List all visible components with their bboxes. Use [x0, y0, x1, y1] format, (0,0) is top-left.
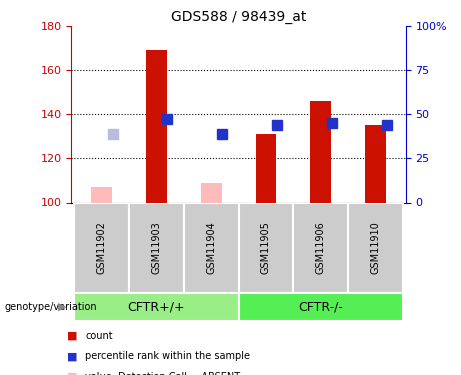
Text: ■: ■: [67, 372, 77, 375]
Bar: [129, 202, 184, 292]
Bar: [310, 101, 331, 202]
Text: GSM11903: GSM11903: [151, 221, 161, 274]
Text: ■: ■: [67, 351, 77, 361]
Bar: [146, 51, 167, 202]
Text: count: count: [85, 331, 113, 340]
Text: GSM11906: GSM11906: [316, 221, 326, 274]
Text: genotype/variation: genotype/variation: [5, 302, 97, 312]
Bar: [91, 187, 112, 202]
Bar: [74, 292, 239, 321]
Text: CFTR-/-: CFTR-/-: [298, 300, 343, 313]
Text: value, Detection Call = ABSENT: value, Detection Call = ABSENT: [85, 372, 240, 375]
Bar: [239, 292, 403, 321]
Text: ■: ■: [67, 331, 77, 340]
Bar: [239, 202, 293, 292]
Text: CFTR+/+: CFTR+/+: [128, 300, 185, 313]
Text: ▶: ▶: [58, 302, 66, 312]
Text: percentile rank within the sample: percentile rank within the sample: [85, 351, 250, 361]
Bar: [201, 183, 222, 203]
Text: GSM11902: GSM11902: [97, 221, 106, 274]
Text: GSM11904: GSM11904: [206, 221, 216, 274]
Bar: [348, 202, 403, 292]
Text: GSM11910: GSM11910: [371, 221, 380, 274]
Bar: [74, 202, 129, 292]
Title: GDS588 / 98439_at: GDS588 / 98439_at: [171, 10, 306, 24]
Bar: [255, 134, 277, 202]
Bar: [293, 202, 348, 292]
Bar: [184, 202, 239, 292]
Text: GSM11905: GSM11905: [261, 221, 271, 274]
Bar: [365, 125, 386, 202]
